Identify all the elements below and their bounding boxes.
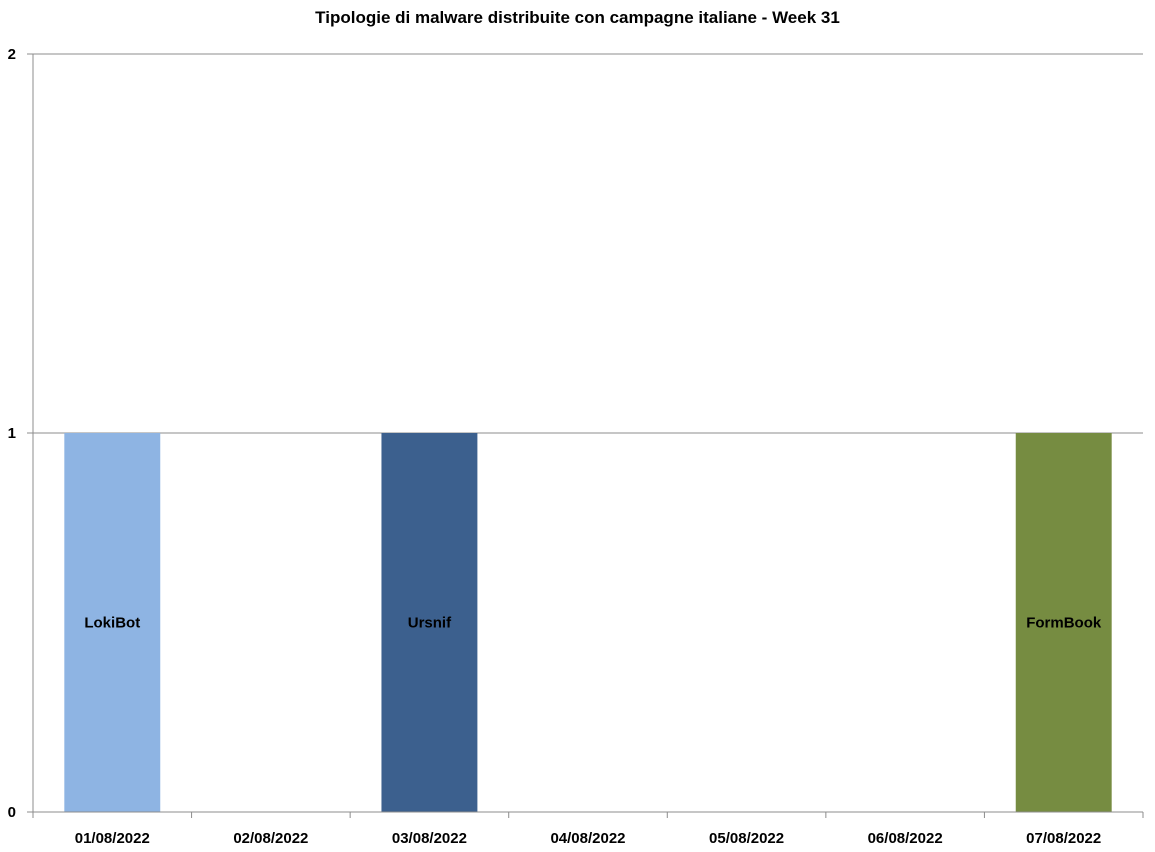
bar-ursnif [381, 433, 478, 812]
bar-lokibot [64, 433, 161, 812]
x-tick-label: 02/08/2022 [233, 830, 308, 847]
x-tick-label: 03/08/2022 [392, 830, 467, 847]
x-tick-label: 01/08/2022 [75, 830, 150, 847]
x-tick-label: 06/08/2022 [868, 830, 943, 847]
y-tick-label: 2 [8, 46, 16, 63]
y-tick-label: 0 [8, 804, 16, 821]
bar-label-lokibot: LokiBot [84, 615, 140, 632]
x-tick-label: 07/08/2022 [1026, 830, 1101, 847]
bar-label-ursnif: Ursnif [408, 615, 452, 632]
bar-formbook [1015, 433, 1112, 812]
chart-title: Tipologie di malware distribuite con cam… [315, 8, 840, 27]
bar-label-formbook: FormBook [1026, 615, 1102, 632]
x-tick-label: 05/08/2022 [709, 830, 784, 847]
y-tick-label: 1 [8, 425, 16, 442]
x-tick-label: 04/08/2022 [550, 830, 625, 847]
